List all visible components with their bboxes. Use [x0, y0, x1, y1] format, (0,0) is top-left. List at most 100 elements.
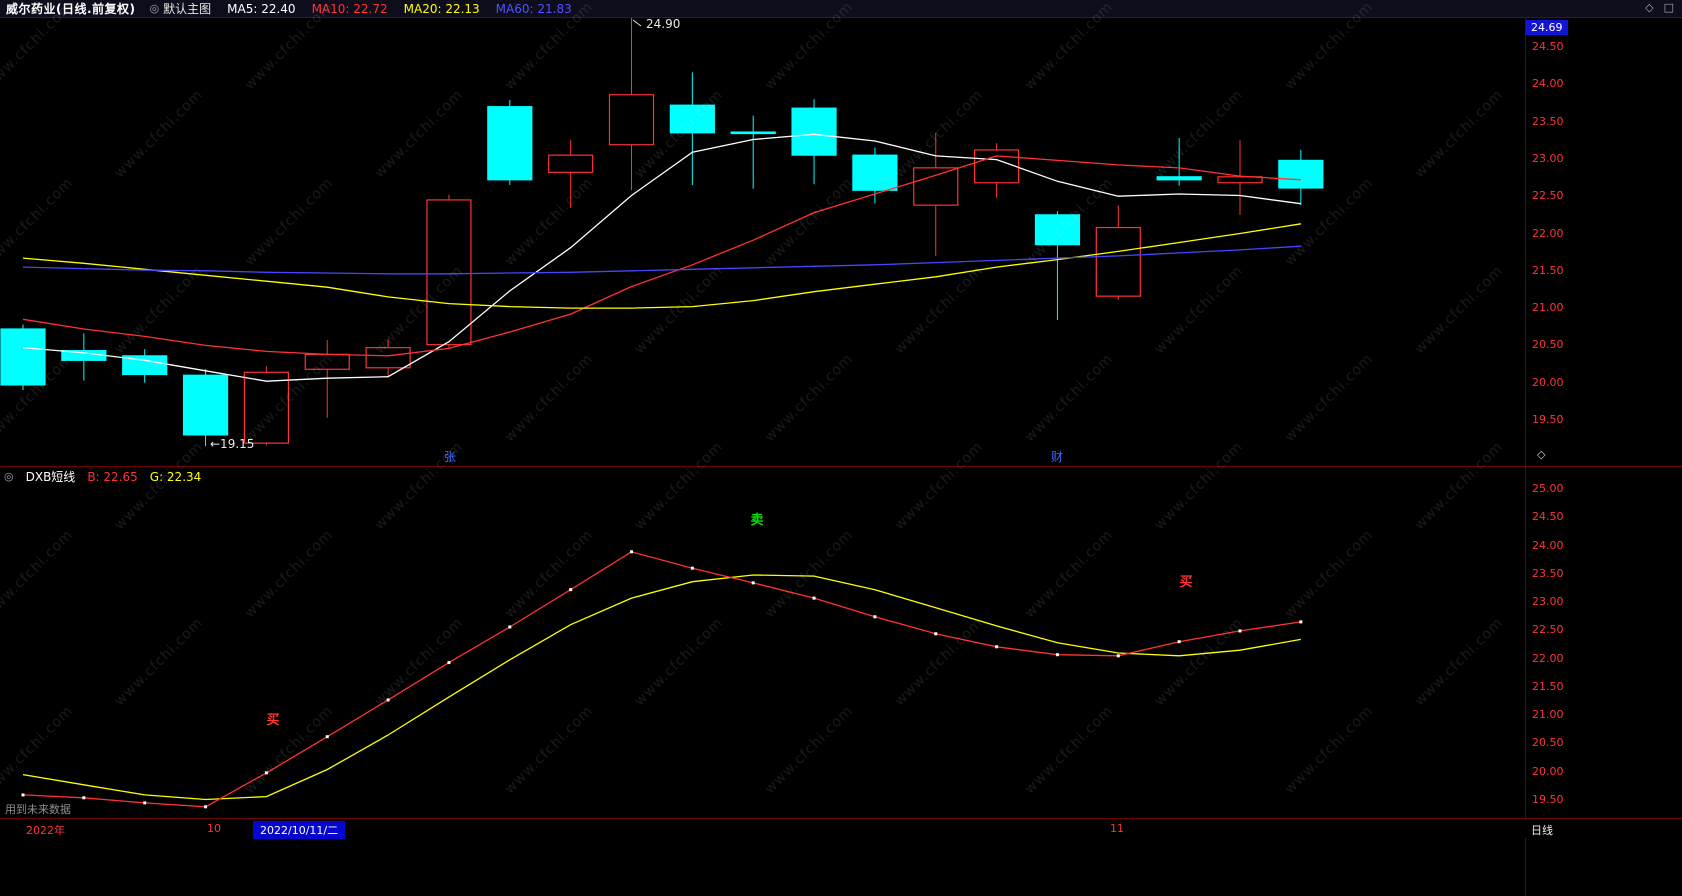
ma-line-ma60	[22, 245, 1301, 275]
indicator-circle-icon[interactable]: ◎	[149, 2, 160, 15]
line-point-marker	[630, 550, 633, 554]
month-marker: 11	[1110, 822, 1124, 835]
indicator-tick: 21.00	[1532, 708, 1564, 722]
indicator-tick: 20.00	[1532, 764, 1564, 778]
candle-body[interactable]	[1217, 176, 1263, 184]
candlesticks	[0, 18, 1324, 447]
candle-body[interactable]	[730, 131, 776, 135]
price-tick: 23.00	[1532, 151, 1564, 165]
event-marker[interactable]: 张	[444, 450, 456, 464]
stock-title: 威尔药业(日线.前复权)	[6, 2, 136, 16]
signal-label: 买	[266, 713, 279, 728]
low-price-annotation: ←19.15	[210, 437, 254, 451]
indicator-name[interactable]: DXB短线	[25, 470, 76, 484]
panel-separator	[0, 466, 1682, 467]
line-point-marker	[873, 615, 877, 619]
candle-body[interactable]	[852, 154, 898, 191]
ma-label: MA10: 22.72	[311, 1, 388, 16]
indicator-header: ◎ DXB短线 B: 22.65 G: 22.34	[4, 468, 201, 485]
candle-body[interactable]	[365, 347, 411, 369]
indicator-tick: 21.50	[1532, 679, 1564, 693]
line-point-marker	[143, 801, 147, 805]
line-point-marker	[1238, 629, 1242, 633]
datebar-separator	[0, 818, 1682, 819]
line-point-marker	[751, 581, 755, 585]
ma-line-ma10	[22, 155, 1301, 357]
candle-body[interactable]	[1278, 159, 1324, 189]
line-point-marker	[21, 793, 25, 797]
date-axis-bar[interactable]: 2022年 10 11 2022/10/11/二 日线	[0, 820, 1682, 839]
high-pointer-line	[632, 19, 642, 27]
price-tick: 23.50	[1532, 114, 1564, 128]
main-chart-label[interactable]: 默认主图	[163, 2, 212, 16]
indicator-tick: 24.00	[1532, 538, 1564, 552]
line-point-marker	[264, 771, 268, 775]
candle-body[interactable]	[913, 167, 959, 206]
ma-label: MA20: 22.13	[403, 1, 480, 16]
line-point-marker	[82, 796, 86, 800]
candle-body[interactable]	[608, 94, 655, 146]
month-marker: 10	[207, 822, 221, 835]
signal-label: 买	[1179, 575, 1192, 590]
candle-body[interactable]	[426, 199, 472, 346]
indicator-g-value: G: 22.34	[149, 469, 202, 484]
indicator-b-value: B: 22.65	[87, 469, 138, 484]
diamond-icon[interactable]: ◇	[1645, 1, 1654, 14]
line-point-marker	[812, 596, 816, 600]
indicator-line-g	[22, 574, 1302, 801]
price-tick: 22.50	[1532, 189, 1564, 203]
line-point-marker	[386, 698, 390, 702]
candle-body[interactable]	[548, 154, 594, 173]
high-price-annotation: 24.90	[646, 18, 680, 31]
main-candlestick-chart[interactable]: 24.90 ←19.15 张 财	[0, 18, 1525, 466]
current-price-badge: 24.69	[1526, 20, 1568, 35]
candle-body[interactable]	[1095, 226, 1141, 297]
price-tick: 20.00	[1532, 375, 1564, 389]
ma-label: MA5: 22.40	[227, 1, 296, 16]
candle-body[interactable]	[791, 107, 837, 156]
line-point-marker	[508, 625, 512, 629]
ma-line-ma5	[22, 133, 1301, 382]
candle-body[interactable]	[304, 353, 350, 370]
period-label[interactable]: 日线	[1531, 824, 1553, 837]
price-tick: 21.50	[1532, 263, 1564, 277]
axis-diamond-icon[interactable]: ◇	[1537, 448, 1546, 461]
price-tick: 21.00	[1532, 301, 1564, 315]
indicator-tick: 20.50	[1532, 736, 1564, 750]
signal-label: 卖	[750, 512, 763, 528]
event-marker[interactable]: 财	[1051, 450, 1063, 464]
line-point-marker	[1055, 653, 1059, 657]
indicator-chart[interactable]: 买 卖买	[0, 466, 1525, 818]
line-point-marker	[934, 632, 938, 636]
candle-body[interactable]	[973, 149, 1020, 184]
candle-body[interactable]	[0, 328, 46, 386]
ma-legend: MA5: 22.40 MA10: 22.72 MA20: 22.13 MA60: 21…	[211, 2, 572, 16]
line-point-marker	[995, 645, 999, 649]
candle-body[interactable]	[1156, 176, 1202, 181]
price-tick: 24.00	[1532, 77, 1564, 91]
indicator-circle-icon[interactable]: ◎	[4, 470, 14, 483]
candle-body[interactable]	[1034, 214, 1081, 246]
year-label: 2022年	[26, 824, 65, 837]
line-point-marker	[204, 805, 208, 809]
candle-body[interactable]	[122, 355, 168, 376]
line-point-marker	[569, 588, 573, 592]
line-point-marker	[325, 735, 329, 739]
candle-body[interactable]	[669, 104, 715, 134]
window-icon[interactable]: □	[1663, 1, 1674, 14]
candle-body[interactable]	[243, 371, 289, 444]
selected-date-badge: 2022/10/11/二	[253, 821, 346, 839]
candle-body[interactable]	[487, 106, 533, 181]
indicator-line-b	[22, 551, 1301, 808]
line-point-marker	[1177, 640, 1181, 644]
indicator-price-axis[interactable]: 25.00 24.50 24.00 23.50 23.00 22.50 22.00 21.50…	[1526, 466, 1682, 818]
future-data-note: 用到未来数据	[5, 803, 71, 816]
price-tick: 22.00	[1532, 226, 1564, 240]
ma-label: MA60: 21.83	[495, 1, 572, 16]
candle-body[interactable]	[182, 374, 229, 436]
indicator-tick: 23.00	[1532, 595, 1564, 609]
main-price-axis[interactable]: 24.50 24.00 23.50 23.00 22.50 22.00 21.50 21.00…	[1526, 18, 1682, 466]
line-point-marker	[690, 566, 694, 570]
indicator-tick: 22.00	[1532, 651, 1564, 665]
